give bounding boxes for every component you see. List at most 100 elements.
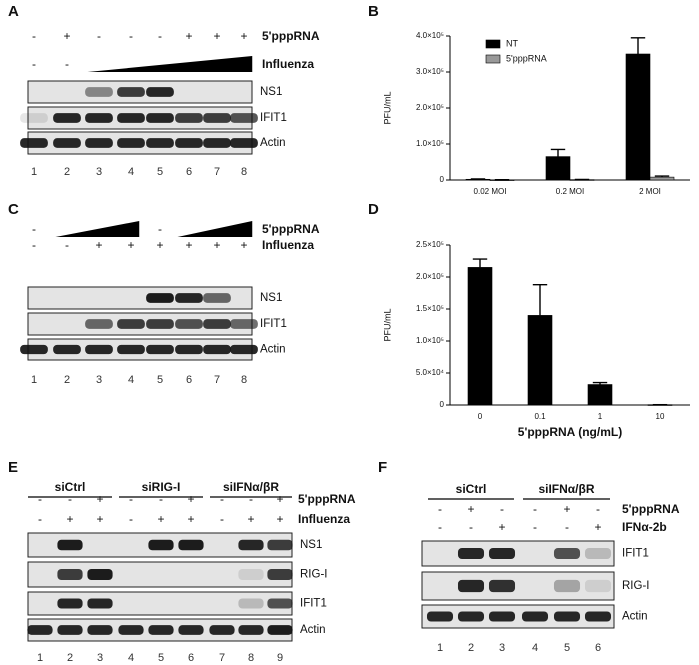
band [148, 539, 174, 551]
band-label: Actin [300, 624, 326, 636]
lane-number: 1 [37, 652, 43, 664]
sign: + [96, 512, 103, 526]
lane-number: 6 [188, 652, 194, 664]
band [553, 548, 581, 559]
sign: + [563, 502, 570, 516]
bar [625, 53, 651, 181]
band [87, 598, 113, 609]
band [584, 548, 612, 559]
lane-number: 8 [248, 652, 254, 664]
legend-swatch [485, 39, 501, 49]
lane-number: 2 [468, 642, 474, 654]
band [175, 113, 203, 123]
sign: + [276, 512, 283, 526]
lane-number: 3 [499, 642, 505, 654]
treatment-label: IFNα-2b [622, 520, 667, 534]
sign: + [96, 492, 103, 506]
band [117, 138, 145, 148]
sign: + [157, 512, 164, 526]
band [87, 569, 113, 580]
group-label: siIFNα/βR [223, 480, 279, 494]
sign: - [249, 492, 253, 506]
sign: - [533, 502, 537, 516]
sign: + [185, 238, 192, 252]
y-tick-label: 0 [440, 400, 445, 409]
blot-strip [421, 604, 615, 629]
sign: - [158, 222, 162, 236]
error-bar [592, 381, 608, 385]
sign: - [129, 492, 133, 506]
group-label: siRIG-I [142, 480, 181, 494]
band [267, 539, 293, 551]
band [117, 344, 145, 355]
blot-strip [421, 571, 615, 601]
band [146, 344, 174, 355]
lane-number: 1 [437, 642, 443, 654]
error-bar [550, 148, 566, 157]
band [27, 625, 53, 635]
band [203, 344, 231, 355]
band [175, 293, 203, 303]
sign: - [38, 492, 42, 506]
lane-number: 8 [241, 166, 247, 178]
band [85, 113, 113, 123]
band [146, 87, 174, 97]
band [20, 344, 48, 355]
blot-strip [421, 540, 615, 567]
band [267, 569, 293, 580]
bar [467, 267, 493, 406]
x-tick-label: 0.1 [534, 412, 546, 421]
band [238, 625, 264, 635]
band [57, 625, 83, 635]
band [553, 611, 581, 622]
sign: - [65, 238, 69, 252]
x-tick-label: 0.02 MOI [474, 187, 507, 196]
band [85, 87, 113, 97]
band [267, 598, 293, 609]
y-tick-label: 5.0×10⁴ [416, 368, 445, 377]
lane-number: 5 [157, 374, 163, 386]
band [53, 344, 81, 355]
sign: - [38, 512, 42, 526]
x-tick-label: 0.2 MOI [556, 187, 584, 196]
y-tick-label: 2.5×10⁵ [416, 240, 444, 249]
bar [527, 315, 553, 406]
bar [545, 156, 571, 181]
panel-label: A [8, 3, 19, 20]
band [146, 113, 174, 123]
band [85, 138, 113, 148]
band [57, 539, 83, 551]
lane-number: 2 [64, 374, 70, 386]
sign: - [220, 512, 224, 526]
band [238, 598, 264, 609]
lane-number: 9 [277, 652, 283, 664]
sign: + [187, 512, 194, 526]
band [117, 319, 145, 329]
panel-label: F [378, 459, 387, 476]
band [87, 625, 113, 635]
sign: - [32, 238, 36, 252]
band [175, 344, 203, 355]
band [267, 625, 293, 635]
panel-label: B [368, 3, 379, 20]
group-label: siIFNα/βR [538, 482, 594, 496]
band [230, 113, 258, 123]
group-label: siCtrl [456, 482, 487, 496]
band [553, 579, 581, 593]
band [148, 625, 174, 635]
band-label: IFIT1 [622, 548, 649, 560]
band-label: NS1 [260, 86, 282, 98]
sign: + [185, 29, 192, 43]
band [230, 319, 258, 329]
sign: - [68, 492, 72, 506]
lane-number: 1 [31, 374, 37, 386]
band-label: IFIT1 [260, 112, 287, 124]
sign: - [596, 502, 600, 516]
band [178, 625, 204, 635]
sign: - [159, 492, 163, 506]
error-bar [630, 37, 646, 54]
lane-number: 4 [128, 652, 134, 664]
sign: - [32, 222, 36, 236]
lane-number: 6 [595, 642, 601, 654]
band-label: NS1 [300, 539, 322, 551]
